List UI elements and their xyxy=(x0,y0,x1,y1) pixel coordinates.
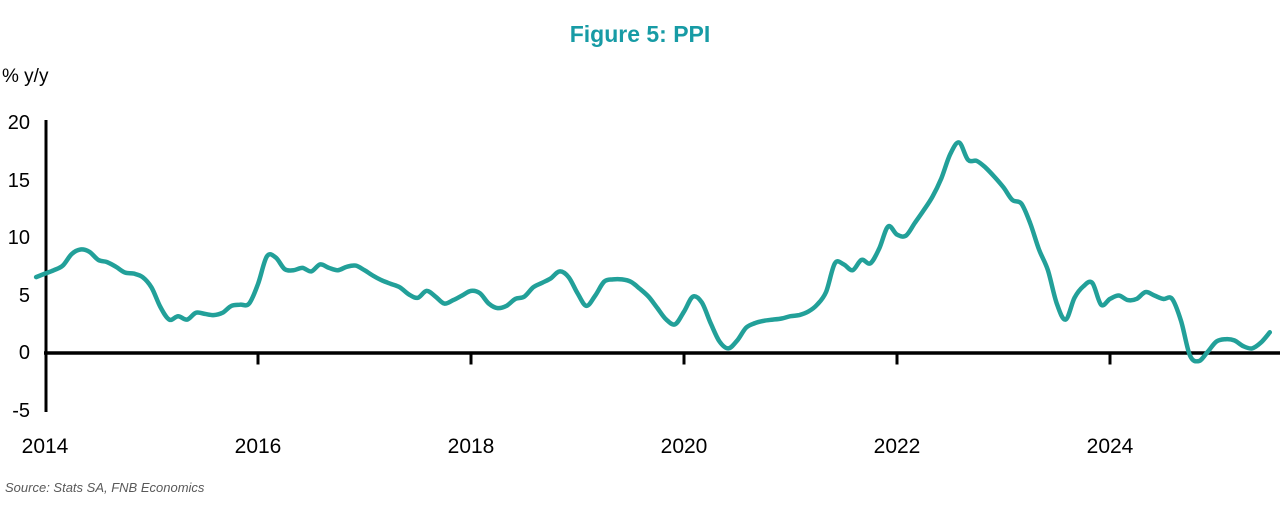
x-tick-label: 2022 xyxy=(873,435,921,458)
y-tick-label: 15 xyxy=(7,169,30,192)
y-tick-label: 20 xyxy=(7,112,30,134)
y-tick-label: 5 xyxy=(18,284,30,307)
source-note: Source: Stats SA, FNB Economics xyxy=(5,480,205,495)
ppi-line-series xyxy=(33,140,1273,364)
x-tick-label: 2014 xyxy=(21,435,69,458)
x-tick-label: 2024 xyxy=(1086,435,1134,458)
chart-title: Figure 5: PPI xyxy=(569,21,711,47)
y-tick-label: -5 xyxy=(12,399,30,422)
x-tick-label: 2018 xyxy=(447,435,495,458)
y-tick-label: 0 xyxy=(18,342,30,364)
y-tick-label: 10 xyxy=(7,227,30,249)
y-axis-unit-label: % y/y xyxy=(2,66,49,87)
x-tick-label: 2016 xyxy=(234,435,282,458)
x-tick-label: 2020 xyxy=(660,435,708,458)
x-axis-ticks xyxy=(256,353,1112,365)
